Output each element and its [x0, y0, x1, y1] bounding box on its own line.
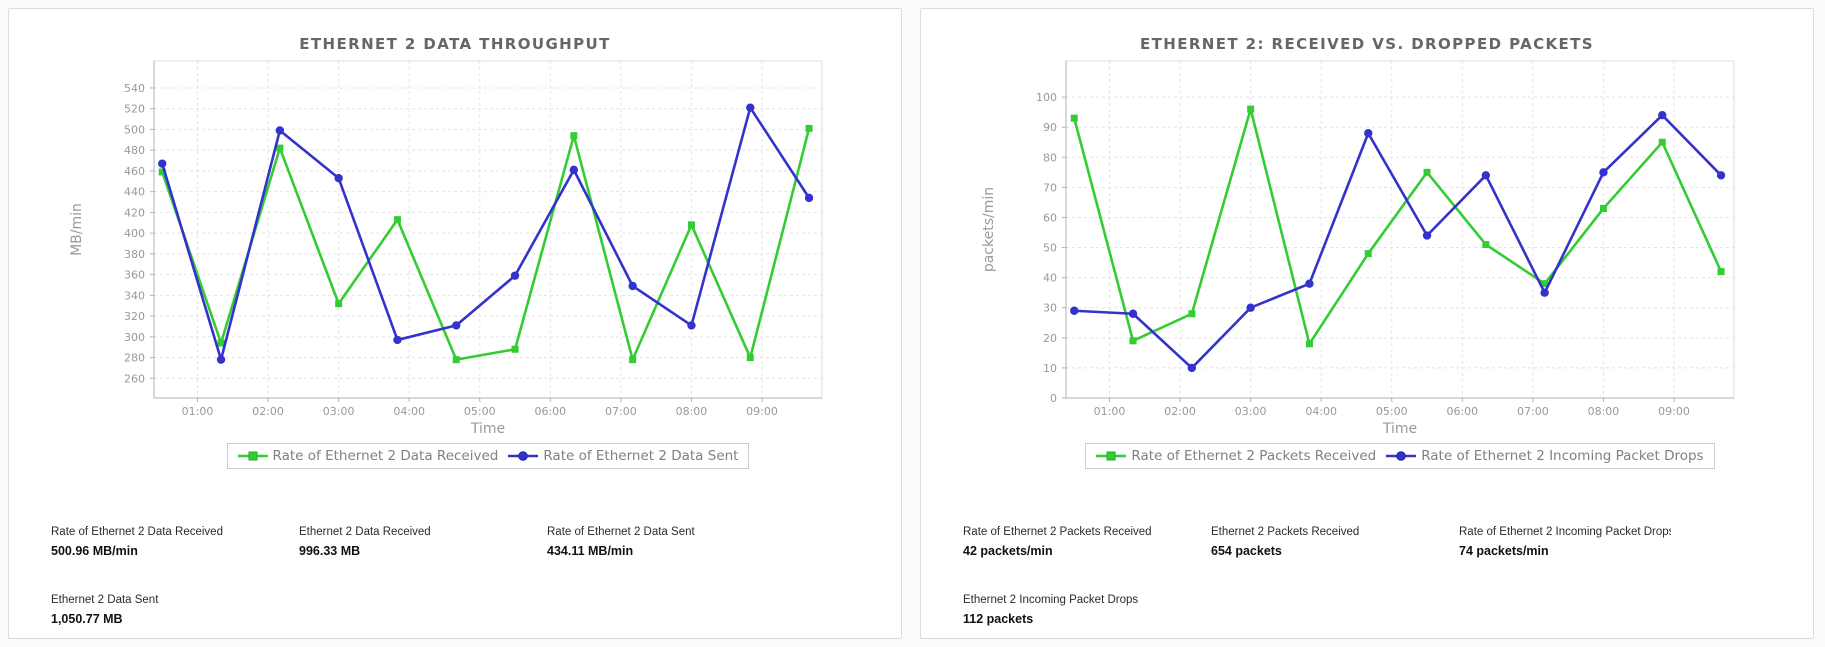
svg-text:40: 40	[1043, 272, 1057, 285]
svg-text:06:00: 06:00	[1446, 405, 1478, 418]
svg-text:03:00: 03:00	[1235, 405, 1267, 418]
stat-data-received-total: Ethernet 2 Data Received 996.33 MB	[299, 525, 511, 559]
green-square-series-icon	[1096, 451, 1127, 461]
svg-text:280: 280	[124, 352, 145, 365]
stat-value: 654 packets	[1211, 544, 1282, 558]
svg-text:08:00: 08:00	[676, 405, 708, 418]
svg-text:07:00: 07:00	[605, 405, 637, 418]
legend: Rate of Ethernet 2 Packets Received Rate…	[1085, 443, 1715, 469]
stat-label: Ethernet 2 Data Received	[299, 526, 431, 538]
legend-row: Rate of Ethernet 2 Packets Received Rate…	[1066, 443, 1734, 469]
stat-rate-packets-received: Rate of Ethernet 2 Packets Received 42 p…	[963, 525, 1175, 559]
stat-label: Ethernet 2 Packets Received	[1211, 526, 1360, 538]
panel-ethernet2-received-vs-dropped: ETHERNET 2: RECEIVED VS. DROPPED PACKETS…	[920, 8, 1814, 639]
stat-rate-data-received: Rate of Ethernet 2 Data Received 500.96 …	[51, 525, 263, 559]
x-axis-title: Time	[1382, 421, 1418, 437]
stat-value: 74 packets/min	[1459, 544, 1549, 558]
svg-text:520: 520	[124, 103, 145, 116]
blue-circle-series-icon	[508, 451, 539, 461]
svg-text:340: 340	[124, 289, 145, 302]
line-chart-packets[interactable]: 01:00 02:00 03:00 04:00 05:00 06:00 07:00 08:00…	[921, 53, 1817, 433]
stat-value: 500.96 MB/min	[51, 544, 138, 558]
svg-text:01:00: 01:00	[182, 405, 214, 418]
svg-text:360: 360	[124, 269, 145, 282]
svg-text:440: 440	[124, 186, 145, 199]
svg-text:80: 80	[1043, 151, 1057, 164]
svg-text:06:00: 06:00	[534, 405, 566, 418]
stat-rate-packet-drops: Rate of Ethernet 2 Incoming Packet Drops…	[1459, 525, 1671, 559]
panel-ethernet2-data-throughput: ETHERNET 2 DATA THROUGHPUT 01:00 02:00 03:…	[8, 8, 902, 639]
svg-text:packets/min: packets/min	[981, 187, 997, 272]
stat-data-sent-total: Ethernet 2 Data Sent 1,050.77 MB	[51, 593, 263, 627]
svg-text:02:00: 02:00	[252, 405, 284, 418]
stat-value: 434.11 MB/min	[547, 544, 634, 558]
svg-text:05:00: 05:00	[464, 405, 496, 418]
svg-text:01:00: 01:00	[1094, 405, 1126, 418]
svg-text:09:00: 09:00	[1658, 405, 1690, 418]
stat-packets-received-total: Ethernet 2 Packets Received 654 packets	[1211, 525, 1423, 559]
svg-text:07:00: 07:00	[1517, 405, 1549, 418]
svg-text:10: 10	[1043, 362, 1057, 375]
svg-text:02:00: 02:00	[1164, 405, 1196, 418]
stat-rate-data-sent: Rate of Ethernet 2 Data Sent 434.11 MB/m…	[547, 525, 759, 559]
stat-label: Rate of Ethernet 2 Data Sent	[547, 526, 695, 538]
line-chart-data-throughput[interactable]: 01:00 02:00 03:00 04:00 05:00 06:00 07:00 08:00…	[9, 53, 905, 433]
svg-text:60: 60	[1043, 211, 1057, 224]
stat-value: 42 packets/min	[963, 544, 1053, 558]
legend-label: Rate of Ethernet 2 Data Sent	[543, 448, 739, 464]
legend-row: Rate of Ethernet 2 Data Received Rate of…	[154, 443, 822, 469]
svg-text:04:00: 04:00	[1305, 405, 1337, 418]
svg-text:540: 540	[124, 82, 145, 95]
stat-label: Ethernet 2 Data Sent	[51, 594, 159, 606]
chart-title: ETHERNET 2 DATA THROUGHPUT	[299, 35, 611, 53]
stat-value: 996.33 MB	[299, 544, 361, 558]
svg-text:70: 70	[1043, 181, 1057, 194]
svg-text:500: 500	[124, 123, 145, 136]
svg-text:03:00: 03:00	[323, 405, 355, 418]
svg-text:0: 0	[1050, 392, 1057, 405]
svg-text:300: 300	[124, 331, 145, 344]
chart-title: ETHERNET 2: RECEIVED VS. DROPPED PACKETS	[1139, 35, 1595, 53]
svg-text:320: 320	[124, 310, 145, 323]
svg-text:460: 460	[124, 165, 145, 178]
svg-text:50: 50	[1043, 242, 1057, 255]
stat-packet-drops-total: Ethernet 2 Incoming Packet Drops 112 pac…	[963, 593, 1175, 627]
svg-text:MB/min: MB/min	[69, 203, 85, 256]
svg-text:100: 100	[1036, 91, 1057, 104]
svg-text:260: 260	[124, 372, 145, 385]
svg-text:400: 400	[124, 227, 145, 240]
legend-item-data-received[interactable]: Rate of Ethernet 2 Data Received	[237, 448, 499, 464]
legend-label: Rate of Ethernet 2 Packets Received	[1131, 448, 1377, 464]
svg-text:480: 480	[124, 144, 145, 157]
svg-text:20: 20	[1043, 332, 1057, 345]
stat-label: Rate of Ethernet 2 Incoming Packet Drops	[1459, 526, 1671, 538]
svg-text:380: 380	[124, 248, 145, 261]
blue-circle-series-icon	[1386, 451, 1417, 461]
svg-text:08:00: 08:00	[1588, 405, 1620, 418]
svg-text:05:00: 05:00	[1376, 405, 1408, 418]
svg-text:09:00: 09:00	[746, 405, 778, 418]
svg-text:90: 90	[1043, 121, 1057, 134]
stat-value: 112 packets	[963, 612, 1034, 626]
stat-label: Ethernet 2 Incoming Packet Drops	[963, 594, 1139, 606]
stat-label: Rate of Ethernet 2 Packets Received	[963, 526, 1152, 538]
legend-item-packet-drops[interactable]: Rate of Ethernet 2 Incoming Packet Drops	[1386, 448, 1704, 464]
svg-text:420: 420	[124, 206, 145, 219]
legend-item-data-sent[interactable]: Rate of Ethernet 2 Data Sent	[508, 448, 738, 464]
svg-text:30: 30	[1043, 302, 1057, 315]
x-axis-title: Time	[470, 421, 506, 437]
legend-label: Rate of Ethernet 2 Data Received	[272, 448, 499, 464]
stat-label: Rate of Ethernet 2 Data Received	[51, 526, 223, 538]
legend-label: Rate of Ethernet 2 Incoming Packet Drops	[1421, 448, 1704, 464]
stat-value: 1,050.77 MB	[51, 612, 123, 626]
legend-item-packets-received[interactable]: Rate of Ethernet 2 Packets Received	[1096, 448, 1376, 464]
green-square-series-icon	[237, 451, 268, 461]
svg-text:04:00: 04:00	[393, 405, 425, 418]
legend: Rate of Ethernet 2 Data Received Rate of…	[226, 443, 750, 469]
